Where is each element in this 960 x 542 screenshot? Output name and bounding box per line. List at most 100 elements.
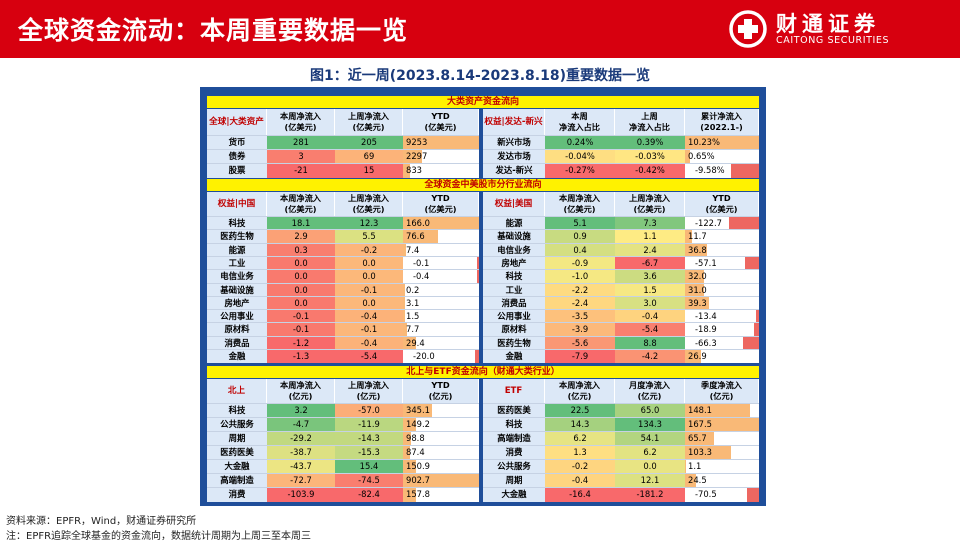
header-cell: 上周净流入 (亿美元) [335,109,403,135]
table-row: 科技 18.1 12.3 166.0 [207,216,479,231]
table-row: 能源 0.3 -0.2 7.4 [207,242,479,257]
data-bar-cell: 150.9 [403,460,479,474]
cell-value: -11.9 [335,418,403,432]
data-bar [685,296,709,311]
table-row: 消费 -103.9 -82.4 157.8 [207,487,479,502]
table-row: 消费 1.3 6.2 103.3 [483,445,759,460]
cell-value: 3.6 [615,270,685,284]
cell-value: -74.5 [335,474,403,488]
table-etf: ETF 本周净流入 (亿元) 月度净流入 (亿元) 季度净流入 (亿元) 医药医美 22.… [483,379,759,502]
cell-value: 902.7 [406,475,430,485]
table-row: 金融 -1.3 -5.4 -20.0 [207,349,479,364]
cell-value: 3.1 [406,297,420,308]
data-bar-negative [476,270,479,284]
cell-value: 149.2 [406,419,430,429]
cell-value: -16.4 [545,488,615,502]
cell-value: 3.2 [267,404,335,418]
table-row: 货币 281 205 9253 [207,135,479,150]
data-bar [685,150,690,164]
table-row: 科技 14.3 134.3 167.5 [483,417,759,432]
cell-value: -43.7 [267,460,335,474]
row-label: 高端制造 [207,474,267,488]
data-bar-negative [745,256,759,271]
data-bar-cell: 87.4 [403,446,479,460]
cell-value: -1.3 [267,350,335,364]
row-label: 金融 [207,350,267,364]
cell-value: -0.03% [615,150,685,164]
cell-value: 12.1 [615,474,685,488]
row-label: 大金融 [207,460,267,474]
data-bar [403,136,479,150]
row-label: 电信业务 [483,243,545,257]
cell-value: -0.1 [413,257,430,268]
table-header: 北上 本周净流入 (亿元) 上周净流入 (亿元) YTD (亿元) [207,379,479,403]
table-row: 医药医美 22.5 65.0 148.1 [483,403,759,418]
table-row: 原材料 -3.9 -5.4 -18.9 [483,322,759,337]
row-label: 原材料 [207,323,267,337]
cell-value: 1.5 [406,311,420,322]
cell-value: 87.4 [406,447,425,457]
cell-value: 36.8 [688,244,707,255]
table-row: 基础设施 0.0 -0.1 0.2 [207,282,479,297]
cell-value: -2.4 [545,296,615,311]
cell-value: -2.2 [545,283,615,297]
data-bar-cell: 9253 [403,136,479,150]
row-label: 医药生物 [207,230,267,244]
cell-value: 345.1 [406,405,430,415]
row-label: 消费 [207,488,267,502]
cell-value: 0.0 [267,270,335,284]
cell-value: 0.0 [335,296,403,311]
table-row: 大金融 -43.7 15.4 150.9 [207,459,479,474]
data-bar-negative [476,256,479,271]
data-bar [685,350,702,364]
row-label: 消费 [483,446,545,460]
cell-value: -20.0 [413,351,435,361]
cell-value: 157.8 [406,489,430,499]
table-row: 工业 -2.2 1.5 31.0 [483,282,759,297]
header-label: ETF [483,379,545,403]
cell-value: 6.2 [615,446,685,460]
table-row: 电信业务 0.4 2.4 36.8 [483,242,759,257]
data-bar [685,460,687,474]
cell-value: 29.4 [406,337,425,348]
cell-value: 0.4 [545,243,615,257]
row-label: 科技 [207,404,267,418]
cell-value: 15 [335,164,403,178]
data-bar-cell: 149.2 [403,418,479,432]
row-label: 消费品 [483,296,545,311]
data-bar-negative [729,217,759,231]
cell-value: -38.7 [267,446,335,460]
table-row: 基础设施 0.9 1.1 11.7 [483,229,759,244]
cell-value: -57.1 [695,257,717,268]
caitong-logo-icon [729,10,767,48]
data-bar [685,446,731,460]
table-row: 新兴市场 0.24% 0.39% 10.23% [483,135,759,150]
data-bar [403,460,416,474]
cell-value: -0.1 [335,323,403,337]
cell-value: 98.8 [406,433,425,443]
cell-value: 24.5 [688,475,707,485]
data-bar [403,164,410,178]
table-row: 医药生物 -5.6 8.8 -66.3 [483,335,759,350]
cell-value: 1.5 [615,283,685,297]
row-label: 基础设施 [483,230,545,244]
header-label: 北上 [207,379,267,403]
table-header: 权益|中国 本周净流入 (亿美元) 上周净流入 (亿美元) YTD (亿美元) [207,192,479,216]
cell-value: -5.4 [615,323,685,337]
table-row: 消费品 -1.2 -0.4 29.4 [207,335,479,350]
header-cell: YTD (亿美元) [403,109,479,135]
cell-value: 7.3 [615,217,685,231]
cell-value: 54.1 [615,432,685,446]
header-cell: 上周净流入 (亿美元) [615,192,685,216]
data-bar-cell: 39.3 [685,296,759,311]
cell-value: 0.0 [267,283,335,297]
cell-value: -0.4 [335,310,403,324]
cell-value: -1.0 [545,270,615,284]
data-bar-cell: -122.7 [685,217,759,231]
data-bar [685,432,715,446]
cell-value: -29.2 [267,432,335,446]
table-row: 房地产 0.0 0.0 3.1 [207,295,479,311]
header-cell: YTD (亿美元) [403,192,479,216]
data-bar-cell: -70.5 [685,488,759,502]
row-label: 债券 [207,150,267,164]
